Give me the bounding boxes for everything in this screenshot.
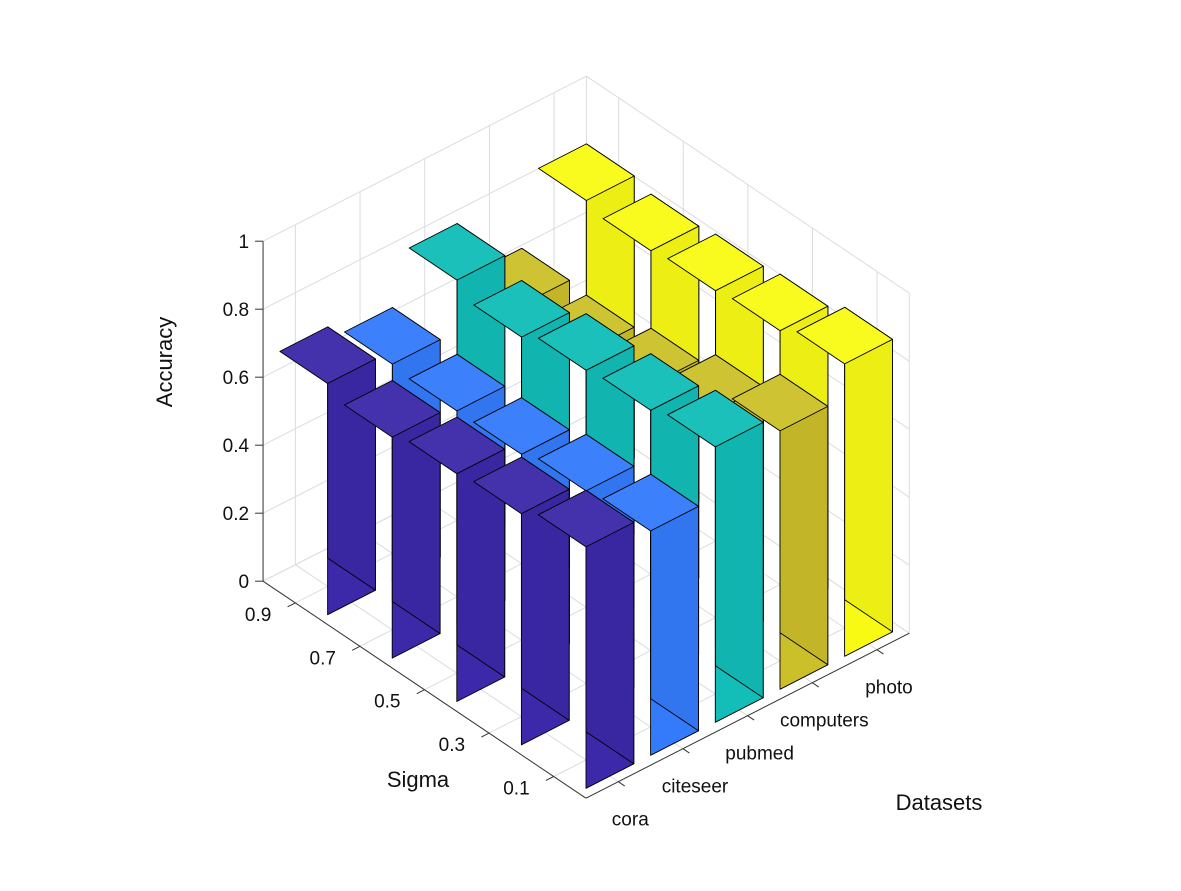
x-tick	[747, 715, 755, 721]
x-tick-label: cora	[612, 810, 649, 831]
x-tick-label: photo	[865, 678, 913, 699]
bar-top-face	[408, 223, 506, 281]
bar-cora-sigma-0.9	[279, 326, 376, 616]
bar-top-face	[602, 353, 700, 411]
y-tick-label: 0.9	[245, 605, 271, 626]
bar-top-face	[279, 326, 376, 384]
z-tick-label: 0.6	[223, 368, 249, 389]
bar-cora-sigma-0.1	[537, 489, 635, 789]
x-tick-label: citeseer	[662, 777, 729, 798]
bar-top-face	[473, 280, 570, 338]
y-tick	[545, 776, 554, 781]
bar-top-face	[602, 473, 699, 532]
z-tick-label: 0.8	[223, 300, 249, 321]
bar-photo-sigma-0.1	[796, 306, 893, 657]
z-tick-label: 0.4	[223, 436, 250, 457]
bar-computers-sigma-0.1	[731, 373, 829, 690]
bar-pubmed-sigma-0.1	[667, 389, 764, 723]
x-tick	[876, 649, 884, 655]
bar-top-face	[731, 373, 829, 432]
labels-layer: cora citeseer pubmed computers photo 0.1 0.3 0.…	[223, 232, 913, 831]
x-axis-title: Datasets	[896, 790, 983, 815]
y-axis-title: Sigma	[387, 767, 450, 792]
bar-top-face	[602, 193, 700, 252]
x-tick	[812, 682, 820, 688]
bar-top-face	[731, 273, 829, 332]
y-tick	[287, 602, 296, 608]
bar-top-face	[537, 433, 635, 492]
bar-top-face	[796, 306, 893, 365]
y-tick-label: 0.3	[439, 735, 465, 756]
bar-top-face	[667, 233, 764, 292]
x-tick	[618, 781, 626, 787]
axis-layer	[255, 240, 910, 799]
bar-top-face	[473, 456, 570, 515]
z-tick-label: 0	[238, 572, 249, 593]
y-tick-label: 0.7	[310, 648, 336, 669]
bar-top-face	[667, 389, 764, 448]
y-tick-label: 0.5	[374, 692, 400, 713]
y-tick	[351, 645, 361, 651]
bars-layer	[279, 143, 893, 789]
bar-top-face	[473, 397, 570, 455]
bar-top-face	[344, 307, 441, 365]
bar-top-face	[408, 416, 506, 475]
x-tick-label: pubmed	[725, 744, 794, 765]
bar-citeseer-sigma-0.1	[602, 473, 699, 756]
z-tick-label: 1	[238, 232, 249, 253]
y-tick-label: 0.1	[503, 779, 529, 800]
bar-top-face	[537, 313, 635, 371]
x-tick-label: computers	[780, 711, 869, 732]
z-tick-label: 0.2	[223, 504, 249, 525]
x-tick	[682, 748, 690, 754]
y-tick	[481, 732, 490, 738]
y-tick	[416, 689, 425, 695]
bar-top-face	[537, 489, 635, 548]
bar-top-face	[538, 143, 635, 201]
bar-top-face	[408, 353, 506, 412]
bar-top-face	[343, 380, 441, 438]
z-axis-title: Accuracy	[152, 317, 177, 407]
